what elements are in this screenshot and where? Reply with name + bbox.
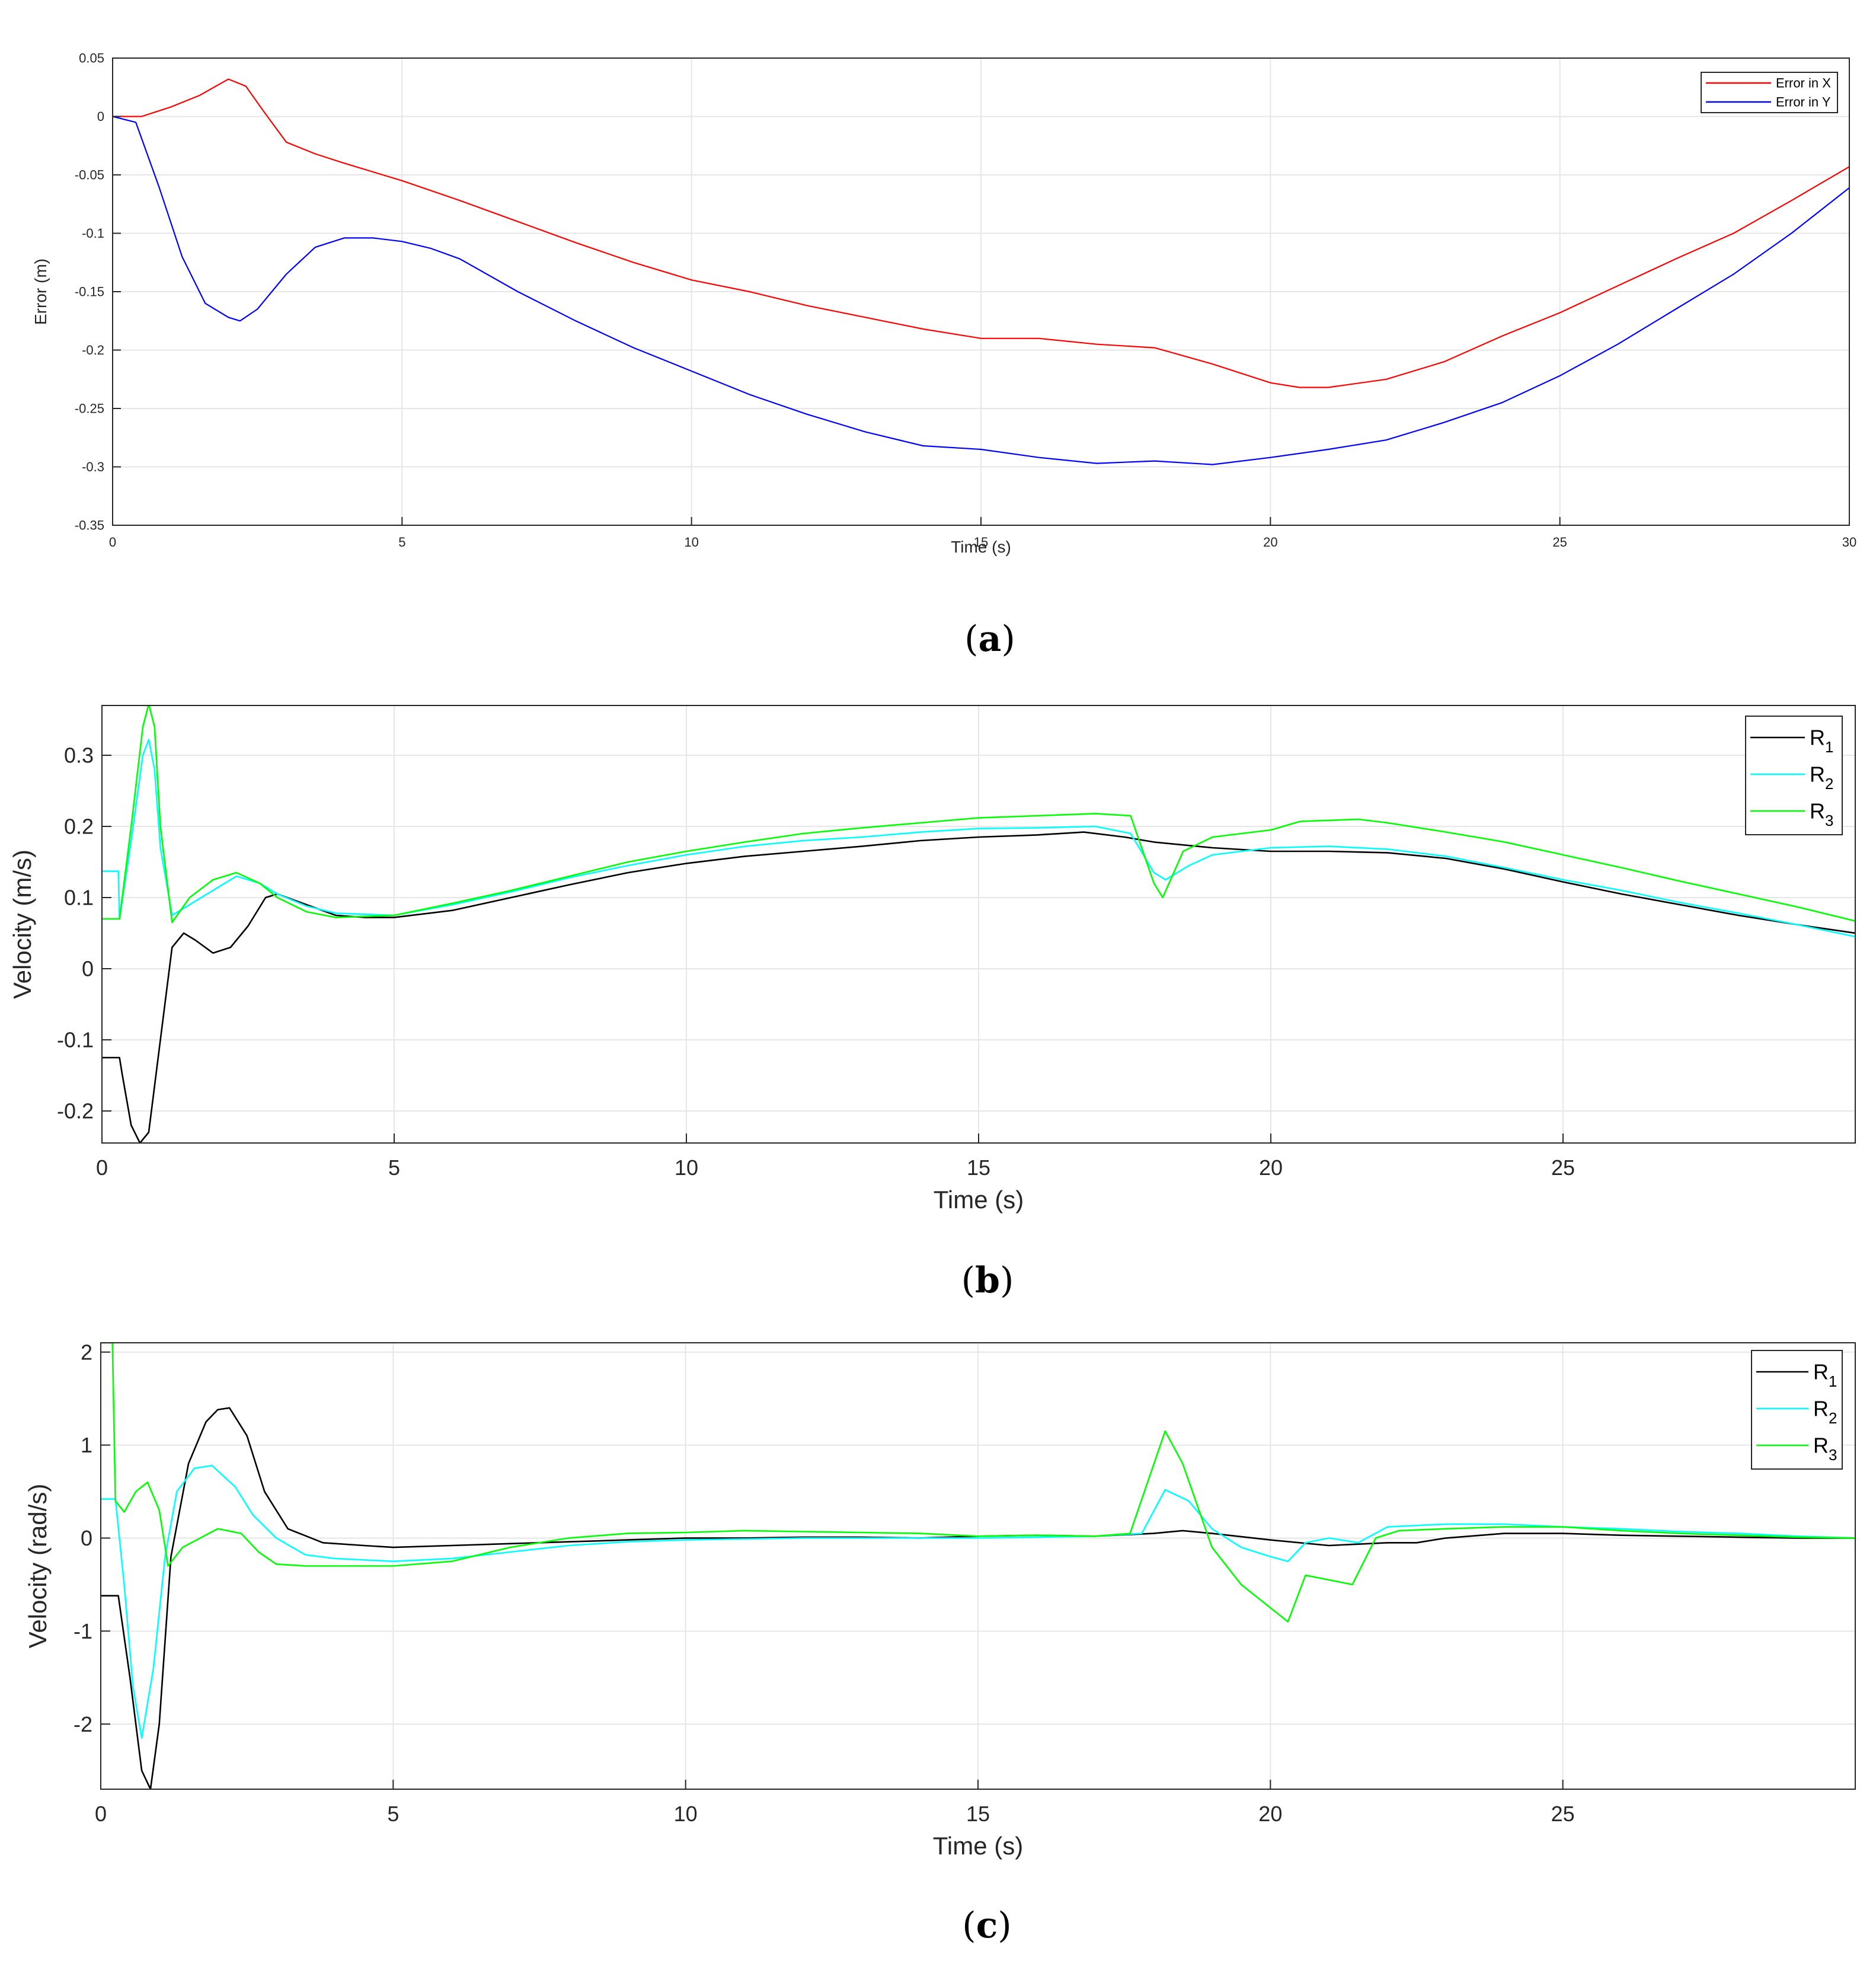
series-line-error-in-x	[113, 78, 1849, 388]
y-axis-label: Velocity (m/s)	[8, 850, 36, 999]
y-tick-label: 0	[97, 109, 104, 124]
legend-subscript: 3	[1829, 1447, 1837, 1464]
series-line-r3	[101, 1343, 1855, 1623]
y-tick-label: -0.3	[82, 459, 104, 474]
series-group	[102, 705, 1855, 1143]
y-axis-label: Velocity (rad/s)	[24, 1484, 52, 1649]
y-tick-label: -2	[73, 1712, 92, 1736]
y-tick-label: -0.05	[75, 168, 104, 183]
x-tick-label: 5	[387, 1802, 399, 1826]
legend-label: Error in X	[1776, 76, 1831, 91]
x-axis-label: Time (s)	[934, 1186, 1024, 1214]
x-tick-label: 25	[1551, 1155, 1575, 1180]
caption-paren: (	[964, 618, 978, 660]
series-line-error-in-y	[113, 116, 1849, 465]
x-tick-label: 5	[388, 1155, 400, 1180]
x-tick-label: 20	[1258, 1802, 1282, 1826]
x-tick-label: 20	[1263, 535, 1277, 550]
y-tick-label: 2	[81, 1340, 92, 1364]
series-line-r1	[102, 831, 1855, 1143]
caption-paren: )	[1001, 618, 1015, 660]
series-group	[113, 78, 1849, 465]
series-line-r2	[101, 1464, 1855, 1739]
y-tick-label: 0.3	[64, 743, 94, 768]
x-tick-label: 15	[967, 1155, 990, 1180]
panel-caption: (a)	[964, 618, 1015, 660]
caption-paren: (	[961, 1260, 975, 1301]
legend-box	[1751, 1350, 1843, 1470]
x-tick-label: 10	[674, 1802, 698, 1826]
legend-box	[1701, 72, 1838, 113]
caption-letter: c	[976, 1905, 998, 1946]
legend-subscript: 1	[1825, 739, 1833, 756]
x-tick-label: 15	[966, 1802, 990, 1826]
y-tick-label: 1	[81, 1433, 92, 1457]
chart-panel-a: 0 5 10 15 20 25 30 -0.35 -0.3 -0.25 -0.2 -0.15 -0.1 -…	[31, 51, 1856, 660]
series-group	[101, 1343, 1855, 1789]
panel-caption: (b)	[961, 1260, 1014, 1301]
series-line-r2	[102, 739, 1855, 938]
x-tick-label: 25	[1551, 1802, 1575, 1826]
y-tick-label: 0.05	[79, 51, 104, 66]
x-tick-label: 0	[95, 1802, 107, 1826]
x-tick-label: 0	[96, 1155, 108, 1180]
legend-label: Error in Y	[1776, 95, 1831, 110]
x-tick-label: 10	[675, 1155, 698, 1180]
y-tick-label: 0	[82, 957, 94, 981]
series-line-r3	[102, 705, 1855, 924]
y-tick-label: -1	[73, 1619, 92, 1643]
y-tick-label: -0.25	[75, 401, 104, 416]
legend-subscript: 1	[1829, 1374, 1837, 1390]
caption-letter: a	[979, 618, 1002, 660]
y-tick-label: 0	[81, 1526, 92, 1550]
x-tick-label: 5	[398, 535, 405, 550]
x-tick-label: 25	[1552, 535, 1567, 550]
x-tick-label: 0	[109, 535, 116, 550]
x-axis-label: Time (s)	[951, 538, 1011, 556]
chart-panel-b: 0 5 10 15 20 25 -0.2 -0.1 0 0.1 0.2 0.3 Time (s) Velo…	[8, 705, 1856, 1301]
y-tick-label: -0.1	[57, 1028, 94, 1052]
y-axis-label: Error (m)	[31, 258, 50, 325]
legend-subscript: 3	[1825, 813, 1833, 829]
series-line-r1	[101, 1407, 1855, 1789]
legend-subscript: 2	[1829, 1410, 1837, 1427]
caption-letter: b	[975, 1260, 1000, 1301]
y-tick-label: -0.15	[75, 285, 104, 299]
x-tick-label: 20	[1259, 1155, 1283, 1180]
panel-caption: (c)	[962, 1905, 1011, 1946]
y-tick-label: 0.2	[64, 815, 94, 839]
chart-panel-c: 0 5 10 15 20 25 -2 -1 0 1 2 Time (s) Velocity (rad/s…	[24, 1340, 1856, 1946]
legend: Error in X Error in Y	[1701, 72, 1838, 113]
legend-box	[1745, 716, 1843, 835]
y-tick-label: -0.2	[57, 1099, 94, 1123]
x-tick-label: 10	[684, 535, 698, 550]
y-tick-label: 0.1	[64, 886, 94, 910]
caption-paren: )	[998, 1905, 1011, 1946]
x-tick-label: 30	[1842, 535, 1856, 550]
caption-paren: )	[1000, 1260, 1014, 1301]
caption-paren: (	[962, 1905, 976, 1946]
legend-subscript: 2	[1825, 776, 1833, 793]
x-axis-label: Time (s)	[933, 1832, 1023, 1860]
y-tick-label: -0.35	[75, 518, 104, 533]
y-tick-label: -0.2	[82, 343, 104, 357]
x-tick-label: 15	[974, 535, 988, 550]
y-tick-label: -0.1	[82, 226, 104, 241]
